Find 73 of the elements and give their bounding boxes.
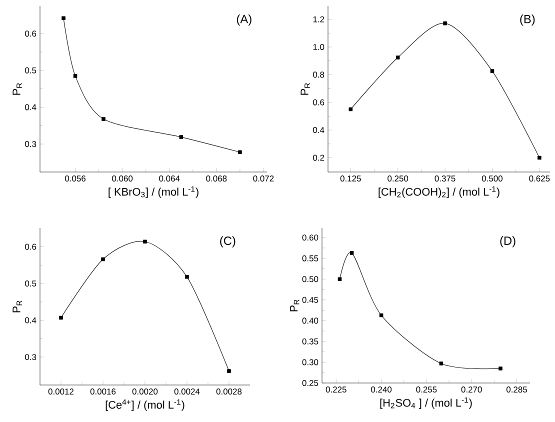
annotation: (C) — [220, 236, 236, 248]
point — [238, 150, 242, 154]
annotation: (D) — [500, 236, 516, 248]
y-tick-label: 1.0 — [313, 44, 324, 50]
point — [62, 16, 66, 20]
y-tick-label: 0.45 — [302, 296, 318, 303]
point — [439, 362, 444, 366]
point — [498, 366, 502, 370]
y-tick-label: 0.30 — [302, 359, 318, 366]
y-axis-title: P$_{R}$ — [290, 300, 300, 312]
point — [102, 117, 106, 121]
x-tick-label: 0.125 — [340, 176, 361, 182]
y-tick-label: 0.5 — [25, 280, 36, 287]
y-tick-label: 0.25 — [302, 380, 318, 386]
y-tick-label: 0.50 — [302, 276, 318, 282]
point — [396, 56, 400, 60]
y-tick-label: 1.2 — [313, 16, 324, 22]
x-tick-label: 0.250 — [388, 176, 408, 182]
x-tick-label: 0.225 — [326, 386, 346, 393]
y-tick-label: 0.3 — [25, 354, 36, 360]
annotation: (A) — [236, 14, 252, 26]
y-tick-label: 0.2 — [313, 154, 324, 161]
x-tick-label: 0.072 — [253, 176, 274, 182]
y-tick-label: 0.6 — [25, 244, 36, 250]
y-axis-title: P$_{R}$ — [12, 83, 22, 95]
x-tick-label: 0.285 — [506, 386, 528, 393]
y-tick-label: 0.35 — [302, 338, 318, 344]
x-tick-label: 0.255 — [416, 386, 437, 393]
point — [443, 21, 447, 26]
x-tick-label: 0.064 — [159, 176, 180, 182]
x-tick-label: 0.0028 — [216, 388, 242, 395]
y-axis-title: P$_{R}$ — [12, 300, 22, 312]
point — [350, 251, 354, 255]
x-axis-title: [H$_{2}$SO$_{4}$ ] / (mol L$^{-1}$) — [380, 397, 472, 409]
y-tick-label: 0.4 — [25, 317, 36, 324]
point — [227, 369, 231, 373]
y-tick-label: 0.4 — [25, 104, 36, 110]
x-axis-title: [Ce$^{4+}$] / (mol L$^{-1}$) — [106, 399, 184, 411]
x-tick-label: 0.068 — [206, 176, 227, 182]
y-axis-title: P$_{R}$ — [300, 83, 310, 95]
x-tick-label: 0.0012 — [48, 388, 74, 395]
y-tick-label: 0.8 — [313, 72, 324, 78]
point — [143, 240, 147, 244]
y-tick-label: 0.40 — [302, 318, 318, 324]
x-tick-label: 0.056 — [65, 176, 86, 182]
x-tick-label: 0.240 — [371, 386, 392, 393]
y-tick-label: 0.60 — [302, 234, 318, 241]
x-tick-label: 0.0024 — [174, 388, 200, 395]
y-tick-label: 0.55 — [302, 255, 318, 262]
point — [185, 275, 189, 279]
point — [538, 156, 542, 160]
x-tick-label: 0.500 — [482, 176, 502, 182]
point — [101, 257, 105, 262]
y-tick-label: 0.3 — [25, 141, 36, 148]
x-tick-label: 0.625 — [529, 176, 550, 182]
point — [179, 135, 184, 139]
y-tick-label: 0.4 — [313, 127, 324, 134]
point — [348, 107, 353, 112]
point — [73, 74, 78, 78]
y-tick-label: 0.6 — [25, 30, 36, 37]
y-tick-label: 0.5 — [25, 67, 36, 74]
x-tick-label: 0.375 — [434, 176, 456, 182]
x-axis-title: [ KBrO$_{3}$] / (mol L$^{-1}$) — [108, 186, 198, 198]
point — [490, 69, 494, 73]
annotation: (B) — [520, 14, 535, 26]
point — [59, 316, 63, 320]
x-tick-label: 0.060 — [112, 176, 133, 182]
x-axis-title: [CH$_{2}$(COOH)$_{2}$] / (mol L$^{-1}$) — [378, 186, 500, 198]
x-tick-label: 0.0016 — [90, 388, 116, 395]
x-tick-label: 0.0020 — [132, 388, 158, 395]
point — [338, 277, 342, 282]
x-tick-label: 0.270 — [461, 386, 482, 393]
y-tick-label: 0.6 — [313, 99, 324, 106]
